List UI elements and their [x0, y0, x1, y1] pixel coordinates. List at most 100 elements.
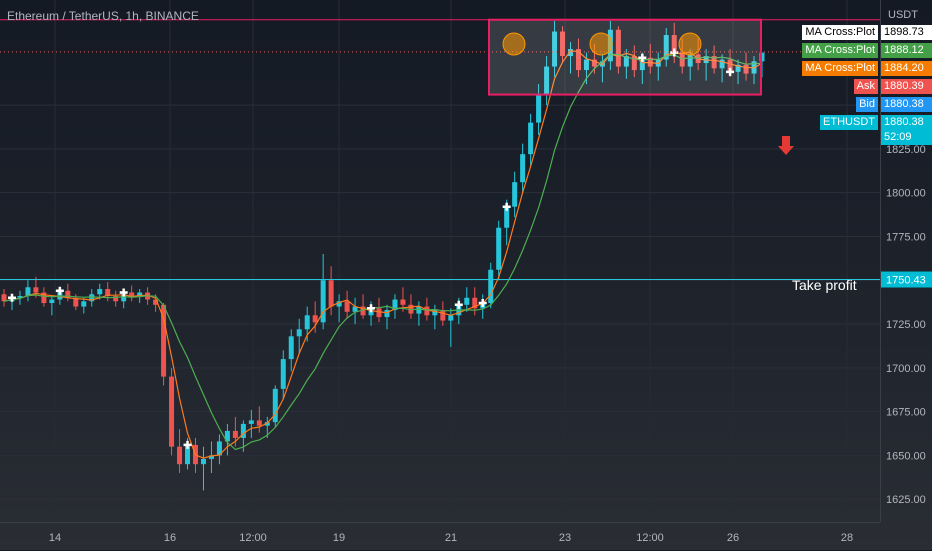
candle-body — [57, 290, 63, 300]
cross-marker — [670, 48, 679, 57]
candle-body — [536, 94, 542, 123]
cross-marker — [55, 286, 64, 295]
candle-body — [328, 280, 334, 307]
price-tag-label: Ask — [853, 79, 878, 94]
price-tick-label: 1700.00 — [886, 363, 926, 375]
candle-body — [272, 388, 278, 423]
candle-body — [424, 306, 430, 316]
peak-circle — [589, 32, 613, 56]
candle-body — [113, 296, 119, 302]
candle-body — [216, 441, 222, 456]
support-price-value: 1750.43 — [886, 275, 926, 287]
price-tick-label: 1675.00 — [886, 407, 926, 419]
candle-body — [639, 57, 645, 71]
chart-title: Ethereum / TetherUS, 1h, BINANCE — [7, 9, 199, 23]
candle-body — [280, 359, 286, 389]
price-tag-value: 1898.73 — [881, 25, 932, 40]
cross-marker — [478, 299, 487, 308]
candle-body — [504, 206, 510, 228]
candle-body — [623, 56, 629, 67]
candle-body — [472, 297, 478, 309]
candle-body — [153, 299, 159, 305]
candle-body — [416, 306, 422, 314]
cross-marker — [454, 300, 463, 309]
bar-countdown: 52:09 — [881, 130, 932, 145]
support-price-tag — [881, 271, 932, 288]
time-tick-label: 26 — [727, 532, 739, 544]
candle-body — [583, 59, 589, 71]
price-axis[interactable] — [880, 0, 932, 522]
candle-body — [288, 336, 294, 360]
price-tag-label: MA Cross:Plot — [802, 25, 878, 40]
candle-body — [560, 31, 566, 57]
price-unit-label: USDT — [888, 9, 918, 21]
candle-body — [73, 297, 79, 307]
candle-body — [224, 430, 230, 442]
candle-body — [440, 310, 446, 321]
candle-body — [615, 29, 621, 67]
candle-body — [296, 329, 302, 337]
ma-fast-line — [3, 50, 763, 459]
candle-body — [735, 64, 741, 72]
candle-body — [528, 122, 534, 155]
time-tick-label: 23 — [559, 532, 571, 544]
cross-marker — [638, 53, 647, 62]
candle-body — [129, 292, 135, 297]
candle-body — [544, 66, 550, 95]
price-tag-label: ETHUSDT — [820, 115, 878, 130]
cross-marker — [7, 293, 16, 302]
candle-body — [185, 444, 191, 465]
time-tick-label: 21 — [445, 532, 457, 544]
price-tag-value: 1880.38 — [881, 97, 932, 112]
candle-body — [448, 315, 454, 321]
candle-body — [256, 420, 262, 426]
candle-body — [169, 376, 175, 447]
candle-body — [177, 446, 183, 465]
candle-body — [344, 301, 350, 312]
candle-body — [464, 297, 470, 305]
candle-body — [320, 280, 326, 323]
candle-body — [631, 56, 637, 71]
cross-marker — [367, 304, 376, 313]
price-tick-label: 1625.00 — [886, 494, 926, 506]
candle-body — [384, 310, 390, 318]
candle-body — [49, 299, 55, 304]
time-axis[interactable] — [0, 522, 880, 551]
time-tick-label: 16 — [164, 532, 176, 544]
take-profit-annotation: Take profit — [792, 277, 857, 293]
candle-body — [312, 315, 318, 323]
candle-body — [512, 182, 518, 207]
candle-body — [1, 294, 7, 302]
candle-body — [161, 304, 167, 377]
candle-body — [727, 59, 733, 72]
cross-marker — [119, 288, 128, 297]
candle-body — [81, 301, 87, 307]
candle-body — [232, 430, 238, 438]
candle-body — [575, 49, 581, 71]
price-tick-label: 1800.00 — [886, 188, 926, 200]
price-tag-value: 1888.12 — [881, 43, 932, 58]
candle-body — [520, 154, 526, 183]
cross-marker — [726, 67, 735, 76]
candle-body — [33, 287, 39, 293]
candle-body — [360, 306, 366, 316]
candle-body — [392, 299, 398, 311]
peak-circle — [502, 32, 526, 56]
candle-body — [711, 56, 717, 69]
cross-marker — [502, 202, 511, 211]
time-tick-label: 12:00 — [636, 532, 664, 544]
price-tick-label: 1825.00 — [886, 144, 926, 156]
candle-body — [264, 422, 270, 426]
price-tag-label: MA Cross:Plot — [802, 43, 878, 58]
time-tick-label: 14 — [49, 532, 61, 544]
candle-body — [400, 299, 406, 305]
cross-marker — [183, 440, 192, 449]
candle-body — [496, 227, 502, 270]
candle-body — [488, 269, 494, 304]
price-tag-label: Bid — [856, 97, 878, 112]
candle-body — [352, 306, 358, 312]
candle-body — [65, 290, 71, 298]
candle-body — [105, 289, 111, 297]
price-tick-label: 1650.00 — [886, 450, 926, 462]
